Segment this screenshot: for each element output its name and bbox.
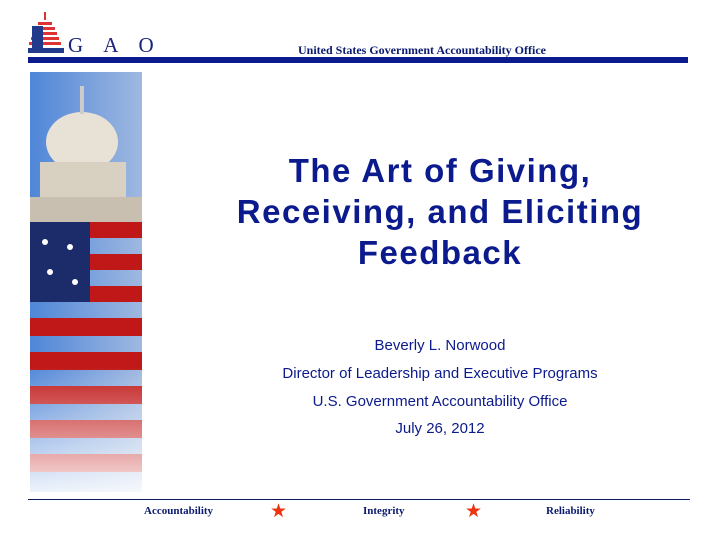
footer-value-integrity: Integrity [363, 505, 405, 517]
slide-title: The Art of Giving, Receiving, and Elicit… [190, 150, 690, 273]
capitol-flag-image [30, 72, 142, 492]
star-icon: ★ [465, 501, 483, 522]
logo-text: G A O [68, 33, 162, 57]
title-line: The Art of Giving, [288, 152, 592, 189]
org-name: United States Government Accountability … [298, 43, 546, 57]
header-bar [28, 57, 688, 63]
title-line: Receiving, and Eliciting [236, 193, 644, 230]
title-line: Feedback [357, 234, 523, 271]
presenter-role: Director of Leadership and Executive Pro… [282, 365, 598, 382]
presenter-name: Beverly L. Norwood [374, 337, 506, 354]
presentation-date: July 26, 2012 [395, 420, 485, 437]
footer-value-reliability: Reliability [546, 505, 595, 517]
footer-value-accountability: Accountability [144, 505, 214, 517]
footer-divider [28, 499, 690, 500]
star-icon: ★ [270, 501, 288, 522]
gao-logo-icon [28, 12, 64, 53]
presenter-org: U.S. Government Accountability Office [312, 393, 568, 410]
